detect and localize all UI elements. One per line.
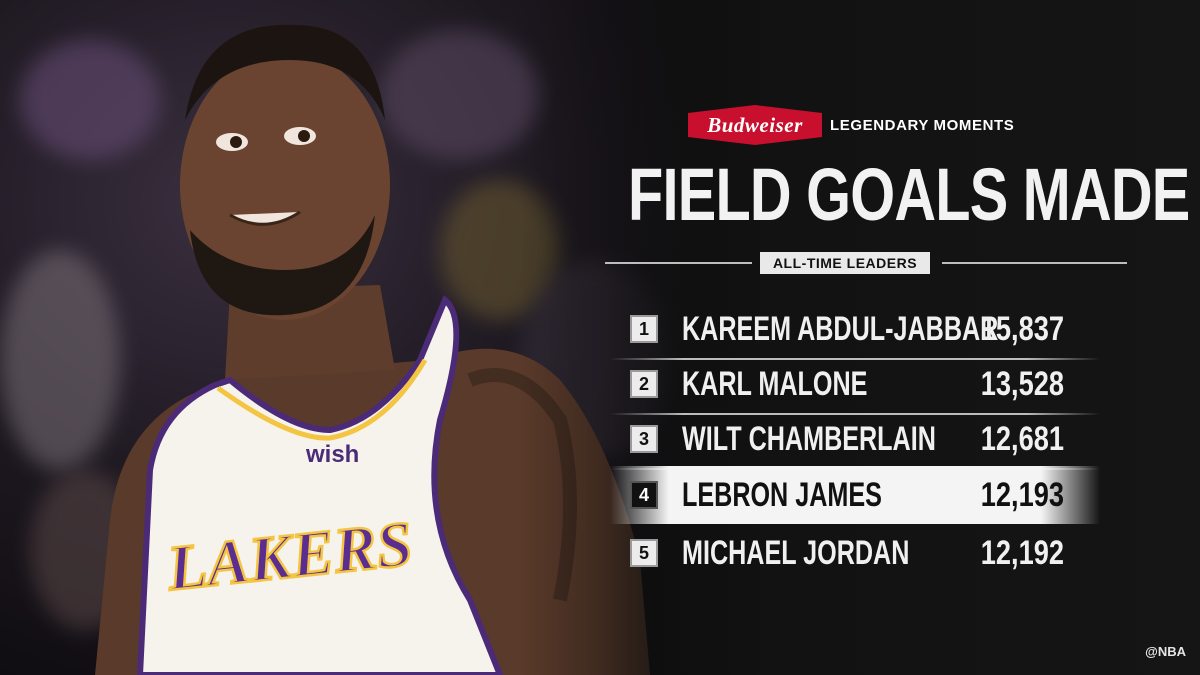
field-goals-value: 12,681 bbox=[980, 420, 1064, 458]
player-name: KARL MALONE bbox=[682, 365, 868, 403]
nba-handle: @NBA bbox=[1145, 644, 1186, 659]
rank-badge: 3 bbox=[630, 425, 658, 453]
rank-badge: 2 bbox=[630, 370, 658, 398]
subhead-badge: ALL-TIME LEADERS bbox=[760, 252, 930, 274]
jersey-team-wordmark: LAKERS bbox=[163, 508, 416, 604]
rank-badge: 1 bbox=[630, 315, 658, 343]
field-goals-value: 12,192 bbox=[980, 534, 1064, 572]
page-title: FIELD GOALS MADE bbox=[628, 153, 1190, 236]
leader-row: 2 KARL MALONE 13,528 bbox=[610, 355, 1100, 415]
sponsor-lockup: Budweiser LEGENDARY MOMENTS bbox=[688, 105, 1014, 145]
jersey-patch: wish bbox=[305, 441, 359, 468]
lebron-james-figure: wish LAKERS bbox=[95, 24, 650, 675]
field-goals-value: 12,193 bbox=[980, 476, 1064, 514]
leader-row-highlighted: 4 LEBRON JAMES 12,193 bbox=[610, 466, 1100, 524]
subhead-rule-right bbox=[942, 262, 1127, 264]
row-divider bbox=[610, 413, 1100, 415]
subhead-rule-left bbox=[605, 262, 752, 264]
row-divider bbox=[610, 358, 1100, 360]
field-goals-value: 15,837 bbox=[980, 310, 1064, 348]
player-name: LEBRON JAMES bbox=[682, 476, 882, 514]
leader-row: 1 KAREEM ABDUL-JABBAR 15,837 bbox=[610, 300, 1100, 360]
rank-badge: 4 bbox=[630, 481, 658, 509]
player-name: MICHAEL JORDAN bbox=[682, 534, 910, 572]
rank-badge: 5 bbox=[630, 539, 658, 567]
leader-row: 3 WILT CHAMBERLAIN 12,681 bbox=[610, 410, 1100, 470]
player-name: WILT CHAMBERLAIN bbox=[682, 420, 936, 458]
leader-row: 5 MICHAEL JORDAN 12,192 bbox=[610, 524, 1100, 582]
sponsor-tagline: LEGENDARY MOMENTS bbox=[830, 116, 1015, 134]
player-name: KAREEM ABDUL-JABBAR bbox=[682, 310, 999, 348]
field-goals-value: 13,528 bbox=[980, 365, 1064, 403]
budweiser-logo: Budweiser bbox=[688, 105, 822, 145]
